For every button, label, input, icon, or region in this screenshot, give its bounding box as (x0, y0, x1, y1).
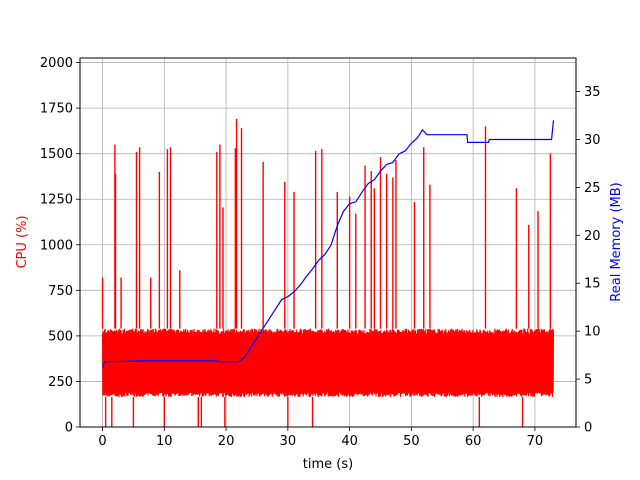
y-left-tick-label: 1250 (40, 193, 73, 208)
y-axis-right-ticks: 0 5 10 15 20 25 30 35 (576, 85, 601, 436)
plot-frame (79, 57, 577, 428)
x-axis-label: time (s) (303, 457, 353, 472)
y-left-tick-label: 0 (65, 421, 73, 436)
cpu-band (101, 328, 555, 397)
memory-line (101, 120, 555, 368)
x-tick-label: 30 (280, 434, 297, 449)
y-left-tick-label: 1500 (40, 147, 73, 162)
y-axis-right-label: Real Memory (MB) (609, 182, 624, 301)
y-left-tick-label: 2000 (40, 56, 73, 71)
cpu-series (101, 119, 555, 427)
y-right-tick-label: 25 (584, 181, 601, 196)
y-right-tick-label: 20 (584, 229, 601, 244)
y-right-tick-label: 30 (584, 133, 601, 148)
y-right-tick-label: 0 (584, 421, 592, 436)
y-axis-left-ticks: 0 250 500 750 1000 1250 1500 1750 2000 (40, 56, 80, 436)
y-left-tick-label: 250 (48, 375, 73, 390)
y-left-tick-label: 1750 (40, 102, 73, 117)
y-right-tick-label: 35 (584, 85, 601, 100)
y-right-tick-label: 5 (584, 373, 592, 388)
x-tick-label: 20 (218, 434, 235, 449)
y-right-tick-label: 10 (584, 325, 601, 340)
y-axis-left-label: CPU (%) (15, 215, 30, 268)
x-tick-label: 70 (527, 434, 544, 449)
x-tick-label: 60 (465, 434, 482, 449)
y-left-tick-label: 1000 (40, 238, 73, 253)
x-tick-label: 10 (156, 434, 173, 449)
x-tick-label: 50 (403, 434, 420, 449)
y-left-tick-label: 750 (48, 284, 73, 299)
x-axis-ticks: 0 10 20 30 40 50 60 70 (98, 427, 543, 449)
x-tick-label: 40 (341, 434, 358, 449)
memory-series (101, 120, 555, 368)
y-left-tick-label: 500 (48, 329, 73, 344)
x-tick-label: 0 (98, 434, 106, 449)
y-right-tick-label: 15 (584, 277, 601, 292)
